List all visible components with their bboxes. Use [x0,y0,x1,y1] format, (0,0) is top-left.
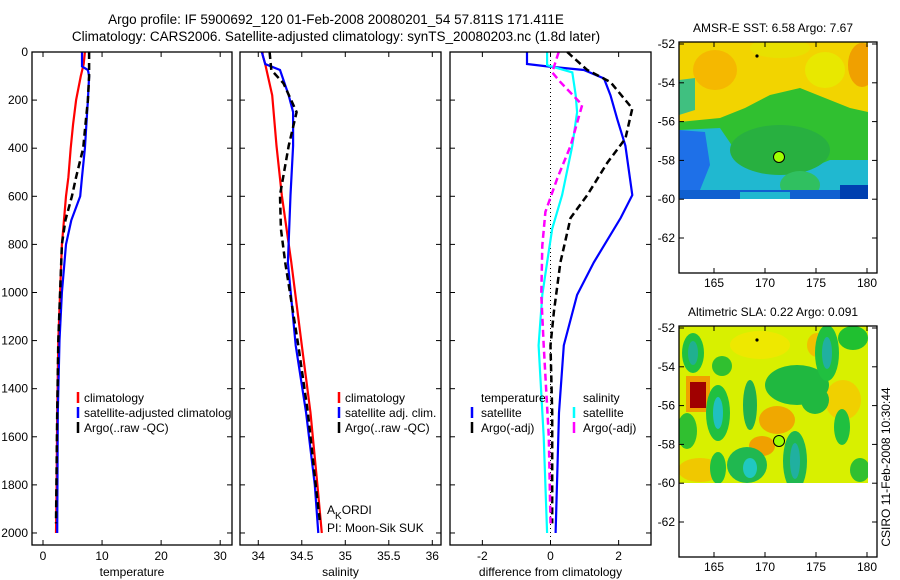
legend-label: Argo(..raw -QC) [84,421,169,435]
y-tick-label: 1000 [1,285,28,299]
x-tick-label: 36 [426,549,440,563]
x-tick-label: 20 [154,549,168,563]
timestamp-stamp: CSIRO 11-Feb-2008 10:30:44 [879,387,893,547]
y-tick-label: -54 [658,360,676,374]
sla-map-frame [678,325,878,558]
y-tick-label: -54 [658,76,676,90]
figure-title-line2: Climatology: CARS2006. Satellite-adjuste… [72,29,600,44]
panel-difference: -2 0 2 difference from climatology [449,51,652,579]
y-tick-label: -58 [658,153,676,167]
x-tick-label: 175 [806,276,826,290]
y-tick-label: -58 [658,437,676,451]
agency-main: A [327,503,335,517]
reference-point-marker [755,338,759,342]
legend-header-temperature: temperature [481,391,546,405]
sst-map-image [679,42,868,199]
x-tick-label: 165 [704,276,724,290]
x-tick-label: -2 [477,549,488,563]
y-tick-label: 1200 [1,334,28,348]
argo-position-marker [773,435,785,447]
y-tick-label: 1800 [1,478,28,492]
sla-map: Altimetric SLA: 0.22 Argo: 0.091 [658,305,878,574]
x-tick-label: 34 [252,549,266,563]
x-tick-label: 170 [755,276,775,290]
y-tick-label: 0 [21,45,28,59]
sla-map-axes: 165 170 175 180 -52 -54 -56 -58 -60 -62 [658,321,878,574]
sst-map-axes: 165 170 175 180 -52 -54 -56 -58 -60 -62 [658,37,878,290]
figure-title-line1: Argo profile: IF 5900692_120 01-Feb-2008… [108,12,564,27]
series-line-salinity-satellite [537,52,579,534]
sst-map-frame [678,41,878,274]
agency-annotation: AKORDI [327,503,372,522]
axes-frame [31,51,233,546]
y-tick-label: 1400 [1,382,28,396]
series-line-satellite-adjusted-climatology [56,52,91,534]
sla-map-image [679,326,868,483]
y-tick-label: 800 [8,237,28,251]
y-tick-label: -62 [658,515,676,529]
x-tick-label: 35.5 [377,549,401,563]
temperature-legend: climatology satellite-adjusted climatolo… [76,391,237,435]
legend-label: satellite [583,406,624,420]
y-tick-label: -56 [658,115,676,129]
x-tick-label: 34.5 [290,549,314,563]
legend-label: Argo(-adj) [583,421,636,435]
panel-temperature: 0 10 20 30 0 200 400 600 800 1000 1200 1400 1600 1800… [1,45,233,579]
y-tick-label: 2000 [1,526,28,540]
x-tick-label: 2 [615,549,622,563]
x-axis-label: difference from climatology [479,565,622,579]
reference-point-marker [755,54,759,58]
series-line-temperature-argo-adj- [549,51,634,524]
x-tick-label: 30 [214,549,228,563]
y-tick-label: 200 [8,93,28,107]
series-line-argo-raw-qc- [54,52,91,524]
profile-panels: 0 10 20 30020040060080010001200140016001800… [1,45,652,579]
series-line-argo-raw-qc- [268,51,322,524]
y-tick-label: 1600 [1,430,28,444]
panel-salinity: 34 34.5 35 35.5 36 salinity [239,51,442,579]
axes-frame [449,51,652,546]
legend-label: climatology [84,391,144,405]
series-line-satellite-adj-clim- [260,51,320,534]
agency-rest: ORDI [342,503,372,517]
difference-legend: temperature salinity satellite Argo(-adj… [470,391,636,435]
argo-position-marker [773,151,785,163]
salinity-legend: climatology satellite adj. clim. Argo(..… [327,391,436,535]
legend-label: satellite-adjusted climatology [84,406,237,420]
pi-annotation: PI: Moon-Sik SUK [327,521,424,535]
sst-map: AMSR-E SST: 6.58 Argo: 7.67 165 170 175 180… [658,21,878,290]
x-tick-label: 0 [40,549,47,563]
x-tick-label: 10 [95,549,109,563]
legend-label: satellite [481,406,522,420]
legend-header-salinity: salinity [583,391,620,405]
x-axis-label: temperature [100,565,165,579]
y-tick-label: -52 [658,37,676,51]
legend-label: climatology [345,391,405,405]
y-tick-label: -62 [658,231,676,245]
y-tick-label: 600 [8,189,28,203]
y-tick-label: -60 [658,476,676,490]
x-tick-label: 175 [806,560,826,574]
legend-label: Argo(-adj) [481,421,534,435]
x-tick-label: 180 [857,560,877,574]
sst-map-title: AMSR-E SST: 6.58 Argo: 7.67 [693,21,853,35]
sla-map-title: Altimetric SLA: 0.22 Argo: 0.091 [688,305,858,319]
x-tick-label: 180 [857,276,877,290]
legend-label: satellite adj. clim. [345,406,436,420]
x-tick-label: 35 [339,549,353,563]
y-tick-label: -56 [658,399,676,413]
x-tick-label: 0 [547,549,554,563]
agency-sub: K [335,511,342,522]
y-tick-label: -52 [658,321,676,335]
x-tick-label: 165 [704,560,724,574]
x-axis-label: salinity [322,565,359,579]
y-tick-label: -60 [658,192,676,206]
x-tick-label: 170 [755,560,775,574]
legend-label: Argo(..raw -QC) [345,421,430,435]
axes-frame [239,51,442,546]
y-tick-label: 400 [8,141,28,155]
